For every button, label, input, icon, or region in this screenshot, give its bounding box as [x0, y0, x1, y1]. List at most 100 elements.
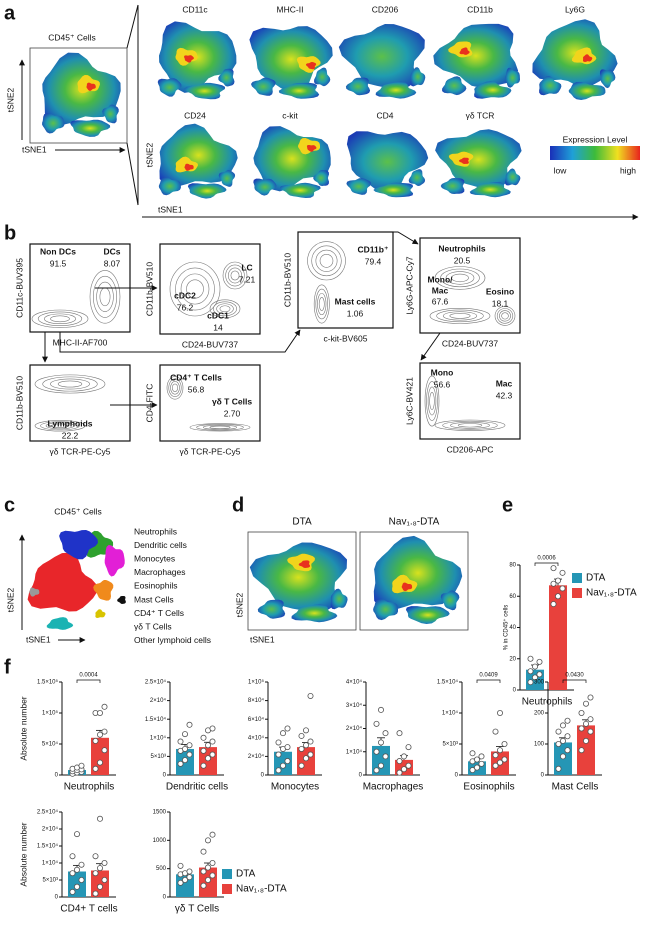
legend-entry: CD4⁺ T Cells — [134, 608, 184, 618]
tsne-map — [291, 604, 338, 623]
contour — [40, 421, 80, 431]
axis-label: tSNE2 — [5, 87, 15, 112]
gate-value: 56.8 — [188, 384, 205, 394]
data-point — [284, 725, 291, 732]
contour — [50, 378, 90, 390]
y-tick-label: 0 — [163, 773, 167, 779]
legend-entry: Neutrophils — [134, 526, 177, 536]
data-point — [492, 752, 499, 759]
p-value: 0.0006 — [537, 556, 556, 562]
contour — [34, 420, 86, 432]
data-point — [550, 580, 557, 587]
tsne-map — [314, 67, 331, 87]
marker-label: c-kit — [282, 110, 298, 120]
data-point — [550, 601, 557, 608]
data-point — [97, 883, 104, 890]
marker-label: MHC-II — [277, 4, 304, 14]
contour — [202, 424, 238, 430]
tsne-map — [70, 119, 111, 137]
marker-label: CD11b — [467, 4, 493, 14]
tsne-map — [184, 82, 225, 100]
flow-plot — [159, 364, 261, 442]
y-axis-label: Absolute number — [18, 696, 28, 760]
tsne-map — [505, 67, 520, 88]
y-tick-label: 0 — [513, 688, 517, 694]
data-point — [275, 739, 282, 746]
y-tick-label: 1.5×10⁵ — [37, 679, 59, 686]
gate-value: 76.2 — [177, 302, 194, 312]
contour — [170, 381, 180, 395]
data-point — [382, 753, 389, 760]
data-point — [74, 831, 81, 838]
tsne-frame — [29, 47, 128, 144]
data-point — [177, 738, 184, 745]
contour — [313, 284, 330, 324]
data-point — [97, 759, 104, 766]
y-tick-label: 80 — [509, 563, 516, 569]
data-point — [527, 655, 534, 662]
y-tick-label: 0 — [55, 895, 59, 901]
colorbar — [550, 146, 640, 160]
x-tick-label: Monocytes — [271, 782, 319, 793]
data-point — [382, 730, 389, 737]
x-tick-label: Dendritic cells — [166, 782, 228, 793]
gate-value: 8.07 — [104, 258, 121, 268]
hotspot — [86, 82, 96, 91]
contour — [50, 315, 70, 323]
significance-bracket — [476, 679, 501, 683]
contour — [449, 313, 471, 319]
hotspot — [401, 582, 413, 592]
gate-name: CD11b⁺ — [358, 244, 389, 254]
gate-value: 67.6 — [432, 296, 449, 306]
tsne-map — [249, 26, 333, 93]
legend-swatch — [572, 588, 582, 598]
tsne-map — [253, 178, 277, 196]
y-tick-label: 1×10⁴ — [42, 860, 59, 867]
data-point — [298, 732, 305, 739]
y-tick-label: 1000 — [153, 838, 167, 844]
legend-entry: DTA — [236, 869, 256, 880]
data-point — [101, 703, 108, 710]
x-tick-label: Neutrophils — [64, 782, 115, 793]
contour — [230, 270, 240, 281]
axis-label: tSNE1 — [26, 634, 51, 644]
y-tick-label: 0 — [261, 773, 265, 779]
data-point — [496, 710, 503, 717]
population-cluster — [27, 552, 98, 612]
data-point — [181, 877, 188, 884]
data-point — [186, 751, 193, 758]
data-point — [587, 728, 594, 735]
data-point — [405, 762, 412, 769]
y-tick-label: 1.5×10⁴ — [37, 843, 59, 850]
tsne-map — [313, 170, 329, 186]
data-point — [536, 671, 543, 678]
gate-name: Lymphoids — [47, 418, 92, 428]
contour — [315, 288, 328, 320]
contour — [57, 380, 83, 388]
gate-name: γδ T Cells — [212, 396, 252, 406]
data-point — [560, 737, 567, 744]
data-point — [200, 734, 207, 741]
contour — [451, 273, 469, 283]
legend-swatch — [222, 869, 232, 879]
data-point — [583, 720, 590, 727]
data-point — [578, 725, 585, 732]
contour — [169, 261, 221, 317]
contour — [44, 313, 76, 325]
hotspot — [184, 55, 194, 63]
population-cluster — [59, 530, 98, 560]
flow-plot — [297, 231, 394, 329]
x-axis-label: CD206-APC — [447, 444, 494, 454]
population-cluster — [93, 580, 114, 601]
contour — [227, 267, 243, 284]
contour — [222, 261, 248, 290]
tsne-map — [251, 77, 276, 96]
tsne-map — [346, 178, 372, 195]
data-point — [69, 853, 76, 860]
tsne-map — [187, 183, 227, 199]
tsne-map — [102, 104, 119, 124]
contour — [96, 281, 114, 312]
flow-plot — [419, 362, 521, 440]
contour — [434, 419, 506, 431]
tsne-map — [440, 178, 465, 194]
